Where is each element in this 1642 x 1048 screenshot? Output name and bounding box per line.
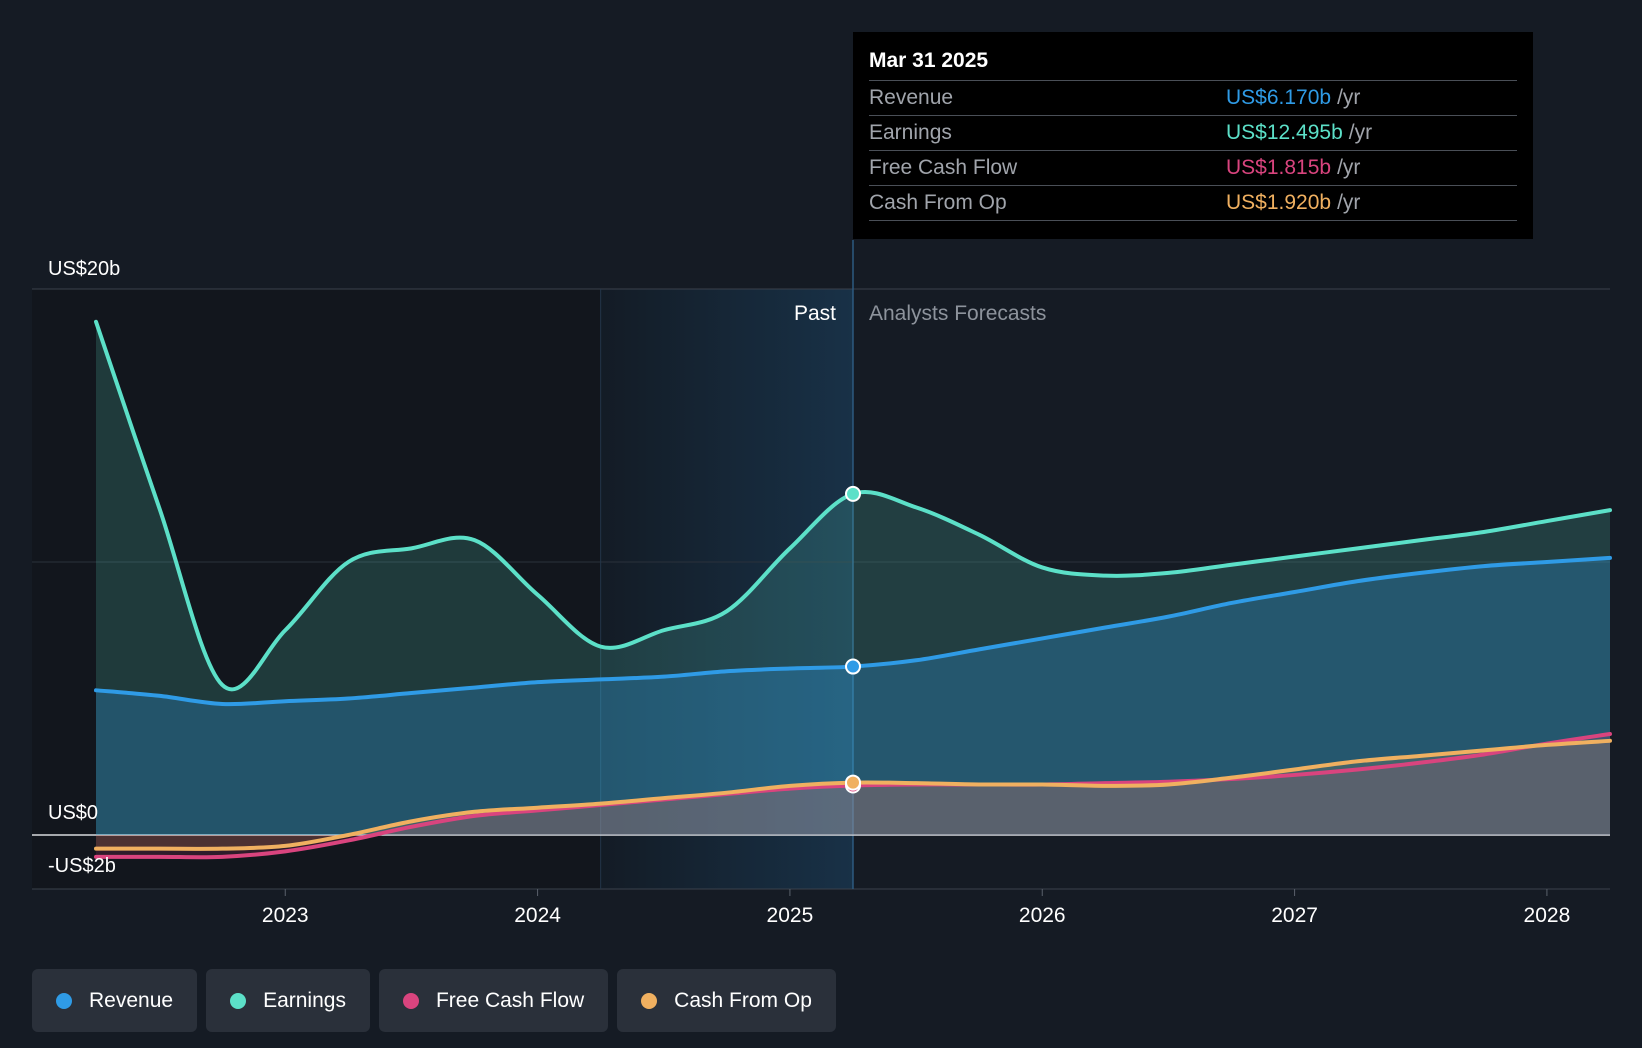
revenue-marker bbox=[845, 658, 861, 675]
x-tick-label: 2028 bbox=[1524, 904, 1571, 927]
tooltip-label: Earnings bbox=[869, 121, 952, 144]
cash-from-op-marker bbox=[845, 774, 861, 791]
legend-label: Revenue bbox=[89, 988, 174, 1012]
tooltip-unit: /yr bbox=[1337, 156, 1361, 179]
earnings-dot-icon bbox=[230, 992, 247, 1009]
forecast-label: Analysts Forecasts bbox=[869, 302, 1046, 325]
tooltip-date: Mar 31 2025 bbox=[869, 46, 1517, 81]
tooltip-label: Revenue bbox=[869, 86, 954, 109]
legend-item-free-cash-flow[interactable]: Free Cash Flow bbox=[378, 969, 609, 1032]
tooltip-row-revenue: Revenue US$6.170b /yr bbox=[869, 81, 1517, 116]
x-tick-label: 2023 bbox=[262, 904, 309, 927]
cash-from-op-dot-icon bbox=[641, 992, 658, 1009]
revenue-area bbox=[96, 557, 1610, 835]
x-tick-label: 2024 bbox=[514, 904, 561, 927]
legend: Revenue Earnings Free Cash Flow Cash Fro… bbox=[32, 969, 836, 1032]
tooltip-unit: /yr bbox=[1337, 86, 1361, 109]
legend-label: Cash From Op bbox=[674, 988, 812, 1012]
tooltip-label: Cash From Op bbox=[869, 191, 1007, 214]
tooltip-value: US$1.920b bbox=[1226, 191, 1332, 214]
y-tick-label: -US$2b bbox=[48, 855, 116, 877]
legend-item-cash-from-op[interactable]: Cash From Op bbox=[617, 969, 836, 1032]
cash-from-op-area bbox=[96, 740, 1610, 849]
x-tick-label: 2027 bbox=[1271, 904, 1318, 927]
legend-label: Free Cash Flow bbox=[435, 988, 585, 1012]
y-tick-label: US$0 bbox=[48, 802, 98, 824]
past-label: Past bbox=[794, 302, 836, 325]
legend-item-revenue[interactable]: Revenue bbox=[32, 969, 198, 1032]
revenue-dot-icon bbox=[56, 992, 72, 1009]
earnings-line bbox=[94, 319, 1612, 692]
x-tick-label: 2025 bbox=[767, 904, 814, 927]
y-tick-label: US$20b bbox=[48, 258, 120, 280]
tooltip-value: US$6.170b bbox=[1226, 86, 1332, 109]
legend-item-earnings[interactable]: Earnings bbox=[206, 969, 370, 1032]
free-cash-flow-dot-icon bbox=[402, 992, 419, 1009]
tooltip-value: US$12.495b bbox=[1226, 121, 1343, 144]
earnings-marker bbox=[845, 485, 861, 502]
tooltip-row-cash-from-op: Cash From Op US$1.920b /yr bbox=[869, 186, 1517, 221]
free-cash-flow-area bbox=[96, 733, 1610, 858]
tooltip-value: US$1.815b bbox=[1226, 156, 1332, 179]
tooltip-unit: /yr bbox=[1348, 121, 1373, 144]
revenue-line bbox=[94, 555, 1612, 707]
earnings-area bbox=[96, 321, 1610, 835]
legend-label: Earnings bbox=[263, 988, 346, 1012]
tooltip-label: Free Cash Flow bbox=[869, 156, 1018, 179]
tooltip-unit: /yr bbox=[1337, 191, 1361, 214]
tooltip-row-free-cash-flow: Free Cash Flow US$1.815b /yr bbox=[869, 151, 1517, 186]
tooltip: Mar 31 2025 Revenue US$6.170b /yr Earnin… bbox=[853, 32, 1533, 239]
x-tick-label: 2026 bbox=[1019, 904, 1066, 927]
tooltip-row-earnings: Earnings US$12.495b /yr bbox=[869, 116, 1517, 151]
